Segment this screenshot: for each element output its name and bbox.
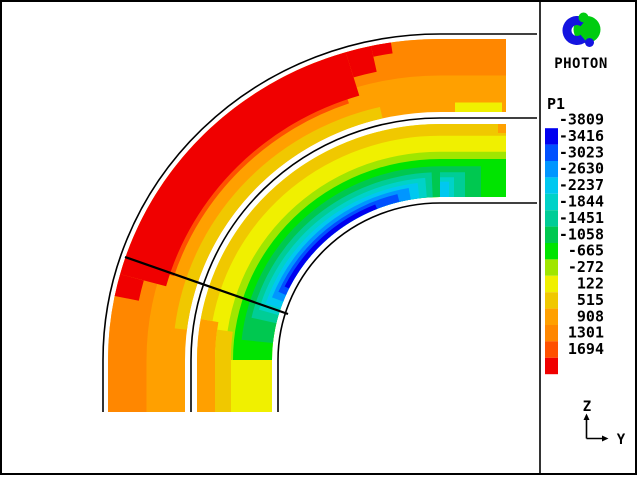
logo-blue-tail bbox=[585, 38, 594, 47]
contour-band bbox=[197, 319, 219, 360]
legend-swatch bbox=[545, 308, 558, 325]
legend-value: -272 bbox=[568, 258, 604, 276]
contour-band bbox=[345, 46, 377, 78]
contour-band bbox=[440, 124, 506, 136]
contour-band bbox=[200, 124, 440, 321]
contour-band bbox=[174, 107, 383, 330]
legend-swatch bbox=[545, 325, 558, 342]
legend-value: -3023 bbox=[559, 143, 604, 161]
legend-value: 908 bbox=[577, 307, 604, 325]
legend-swatch bbox=[545, 144, 558, 161]
contour-band bbox=[197, 360, 215, 412]
legend-value: 122 bbox=[577, 275, 604, 293]
legend-rows: -3809-3416-3023-2630-2237-1844-1451-1058… bbox=[545, 111, 604, 375]
legend-value: -1844 bbox=[559, 193, 604, 211]
legend-swatch bbox=[545, 292, 558, 309]
legend-value: -1451 bbox=[559, 209, 604, 227]
contour-band bbox=[440, 181, 449, 197]
middle-wall bbox=[190, 117, 537, 412]
legend-value: 1301 bbox=[568, 324, 604, 342]
legend-swatch bbox=[545, 357, 558, 375]
legend-value: 1694 bbox=[568, 340, 604, 358]
legend-swatch bbox=[545, 193, 558, 211]
contour-plot bbox=[108, 39, 506, 412]
legend-value: -1058 bbox=[559, 225, 604, 243]
legend-value: -3809 bbox=[559, 111, 604, 129]
legend-value: -2237 bbox=[559, 176, 604, 194]
contour-band bbox=[215, 329, 233, 360]
legend-value: -665 bbox=[568, 242, 604, 260]
axis-indicator: Z Y bbox=[583, 399, 626, 448]
axis-z-label: Z bbox=[583, 399, 591, 415]
logo-green-hook bbox=[578, 12, 589, 23]
legend-swatch bbox=[545, 259, 558, 276]
contour-band bbox=[455, 102, 502, 112]
outer-wall bbox=[102, 33, 537, 412]
contour-band bbox=[114, 274, 144, 301]
legend-swatch bbox=[545, 341, 558, 358]
contour-band bbox=[160, 91, 349, 277]
legend-value: 515 bbox=[577, 291, 604, 309]
duct-walls bbox=[102, 33, 537, 412]
legend-value: -2630 bbox=[559, 160, 604, 178]
legend-swatch bbox=[545, 226, 558, 243]
section-line bbox=[124, 255, 289, 316]
axis-y-arrowhead bbox=[602, 435, 609, 442]
legend-swatch bbox=[545, 177, 558, 194]
photon-logo: PHOTON bbox=[554, 12, 608, 72]
axis-y-label: Y bbox=[617, 432, 626, 448]
contour-band bbox=[215, 360, 231, 412]
legend-title: P1 bbox=[547, 95, 565, 113]
inner-wall bbox=[277, 202, 537, 412]
logo-blue-crescent bbox=[562, 15, 587, 46]
legend-swatch bbox=[545, 128, 558, 145]
legend: P1 -3809-3416-3023-2630-2237-1844-1451-1… bbox=[545, 95, 604, 375]
legend-swatch bbox=[545, 210, 558, 227]
legend-value: -3416 bbox=[559, 127, 604, 145]
legend-swatch bbox=[545, 161, 558, 178]
legend-swatch bbox=[545, 275, 558, 293]
axis-z-arrowhead bbox=[583, 413, 590, 420]
contour-band bbox=[120, 52, 360, 287]
logo-label: PHOTON bbox=[554, 56, 608, 72]
legend-swatch bbox=[545, 243, 558, 260]
contour-band bbox=[498, 124, 506, 133]
contour-band bbox=[371, 42, 393, 57]
